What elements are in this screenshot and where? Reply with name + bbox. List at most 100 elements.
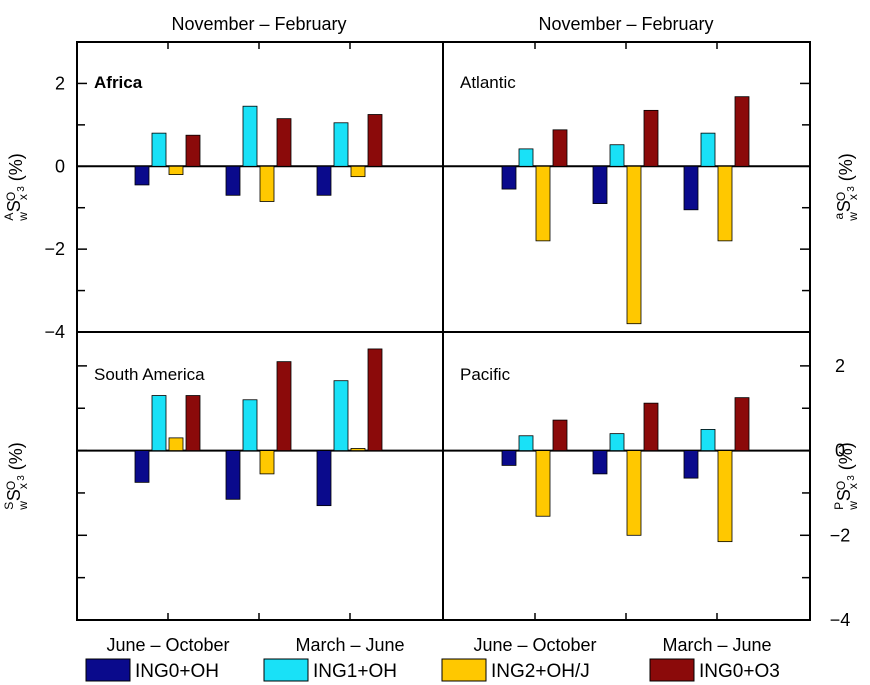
bar-top-right-ing2-oh-j-2 xyxy=(717,165,733,242)
y-axis-label-part-2: S xyxy=(4,489,24,501)
y-axis-label-part-3: x xyxy=(846,194,860,200)
y-axis-label-part-1: w xyxy=(846,212,860,222)
bottom-label-3: June – October xyxy=(473,635,596,655)
panel-title-atlantic: Atlantic xyxy=(460,73,516,92)
bar-bottom-right-ing0-o3-2 xyxy=(734,397,750,451)
y-axis-label-part-3: x xyxy=(16,483,30,489)
legend-label-ing0-o3: ING0+O3 xyxy=(699,661,780,682)
bar-top-right-ing2-oh-j-0 xyxy=(535,165,551,242)
bar-top-right-ing1-oh-2 xyxy=(700,132,716,167)
bar-top-right-ing1-oh-1 xyxy=(609,144,625,167)
legend-label-ing0-oh: ING0+OH xyxy=(135,661,219,682)
panel-top-right: Atlantic awSxO3 (%) xyxy=(443,41,860,333)
y-tick-label-top-left-0: 0 xyxy=(55,156,65,176)
y-axis-label-part-2: S xyxy=(834,200,854,212)
y-axis-label-part-6: (%) xyxy=(836,153,856,186)
y-axis-label-top-left: AwSxO3 (%) xyxy=(2,153,30,222)
bar-bottom-left-ing1-oh-2 xyxy=(333,380,349,451)
bar-top-left-ing2-oh-j-1 xyxy=(259,165,275,202)
bar-top-left-ing0-o3-2 xyxy=(367,114,383,167)
bar-top-right-ing2-oh-j-1 xyxy=(626,165,642,325)
panel-title-africa: Africa xyxy=(94,73,143,92)
y-axis-label-part-6: (%) xyxy=(6,442,26,475)
bar-top-left-ing1-oh-2 xyxy=(333,122,349,167)
y-axis-label-part-5: 3 xyxy=(16,475,27,481)
y-axis-label-part-1: w xyxy=(16,212,30,222)
bar-bottom-left-ing0-oh-1 xyxy=(225,450,241,500)
legend: ING0+OH ING1+OH ING2+OH/J ING0+O3 xyxy=(85,658,780,682)
y-axis-label-part-2: S xyxy=(834,489,854,501)
y-axis-label-part-0: P xyxy=(832,502,846,510)
y-tick-label-top-left--4: −4 xyxy=(44,322,65,342)
y-tick-label-bottom-right-0: 0 xyxy=(835,441,845,461)
legend-label-ing1-oh: ING1+OH xyxy=(313,661,397,682)
bar-top-right-ing0-oh-1 xyxy=(592,165,608,204)
bar-bottom-right-ing0-oh-2 xyxy=(683,450,699,479)
bar-bottom-right-ing1-oh-2 xyxy=(700,429,716,451)
bar-bottom-right-ing1-oh-1 xyxy=(609,433,625,451)
y-axis-label-part-1: w xyxy=(16,501,30,511)
bar-bottom-right-ing0-oh-1 xyxy=(592,450,608,475)
bottom-label-4: March – June xyxy=(662,635,771,655)
y-axis-label-part-4: O xyxy=(834,192,848,201)
bar-bottom-right-ing0-oh-0 xyxy=(501,450,517,466)
y-tick-label-bottom-right--4: −4 xyxy=(830,610,851,630)
bar-bottom-left-ing2-oh-j-0 xyxy=(168,437,184,451)
y-axis-label-part-6: (%) xyxy=(836,442,856,475)
bar-top-left-ing0-oh-2 xyxy=(316,165,332,196)
legend-swatch-ing2-oh-j xyxy=(441,658,487,682)
y-axis-label-part-0: a xyxy=(832,212,846,219)
panel-bottom-left: South America SwSxO3 (%) xyxy=(2,348,443,621)
panel-top-left: −4 −2 0 2 Africa AwSxO3 (%) xyxy=(2,41,443,342)
y-axis-label-part-4: O xyxy=(4,481,18,490)
bar-bottom-right-ing1-oh-0 xyxy=(518,435,534,451)
y-axis-label-part-4: O xyxy=(4,192,18,201)
bar-bottom-left-ing2-oh-j-1 xyxy=(259,450,275,475)
y-tick-label-top-left--2: −2 xyxy=(44,239,65,259)
y-tick-label-top-left-2: 2 xyxy=(55,73,65,93)
bar-bottom-right-ing0-o3-1 xyxy=(643,402,659,451)
bar-bottom-left-ing1-oh-0 xyxy=(151,395,167,451)
y-axis-label-part-5: 3 xyxy=(846,475,857,481)
top-label-right: November – February xyxy=(538,14,713,34)
bar-bottom-left-ing1-oh-1 xyxy=(242,399,258,451)
y-axis-label-top-right: awSxO3 (%) xyxy=(832,153,860,222)
y-axis-label-part-0: S xyxy=(2,502,16,510)
top-label-left: November – February xyxy=(171,14,346,34)
bar-bottom-left-ing0-o3-2 xyxy=(367,348,383,451)
bar-bottom-left-ing0-o3-0 xyxy=(185,395,201,451)
y-axis-label-part-4: O xyxy=(834,481,848,490)
bottom-label-2: March – June xyxy=(295,635,404,655)
bar-top-left-ing2-oh-j-2 xyxy=(350,165,366,178)
y-axis-label-part-6: (%) xyxy=(6,153,26,186)
y-axis-label-part-0: A xyxy=(2,213,16,221)
panel-title-pacific: Pacific xyxy=(460,365,511,384)
bar-bottom-left-ing2-oh-j-2 xyxy=(350,448,366,451)
y-axis-label-bottom-left: SwSxO3 (%) xyxy=(2,442,30,511)
y-axis-label-part-3: x xyxy=(16,194,30,200)
bar-top-left-ing1-oh-1 xyxy=(242,105,258,167)
bar-top-right-ing0-o3-0 xyxy=(552,129,568,167)
bar-bottom-right-ing2-oh-j-2 xyxy=(717,450,733,543)
bar-bottom-left-ing0-oh-0 xyxy=(134,450,150,483)
y-tick-label-bottom-right--2: −2 xyxy=(830,525,851,545)
bar-top-left-ing2-oh-j-0 xyxy=(168,165,184,175)
y-axis-label-part-2: S xyxy=(4,200,24,212)
bar-top-right-ing0-o3-1 xyxy=(643,109,659,167)
bar-top-left-ing0-oh-1 xyxy=(225,165,241,196)
legend-label-ing2-oh-j: ING2+OH/J xyxy=(491,661,590,682)
bar-top-right-ing0-o3-2 xyxy=(734,96,750,167)
bar-bottom-left-ing0-oh-2 xyxy=(316,450,332,507)
y-axis-label-part-1: w xyxy=(846,501,860,511)
y-axis-label-part-3: x xyxy=(846,483,860,489)
legend-swatch-ing1-oh xyxy=(263,658,309,682)
y-axis-label-bottom-right: PwSxO3 (%) xyxy=(832,442,860,511)
y-axis-label-part-5: 3 xyxy=(846,186,857,192)
legend-swatch-ing0-o3 xyxy=(649,658,695,682)
bar-top-right-ing0-oh-2 xyxy=(683,165,699,211)
bar-top-right-ing0-oh-0 xyxy=(501,165,517,190)
y-axis-label-part-5: 3 xyxy=(16,186,27,192)
bar-bottom-right-ing0-o3-0 xyxy=(552,419,568,451)
